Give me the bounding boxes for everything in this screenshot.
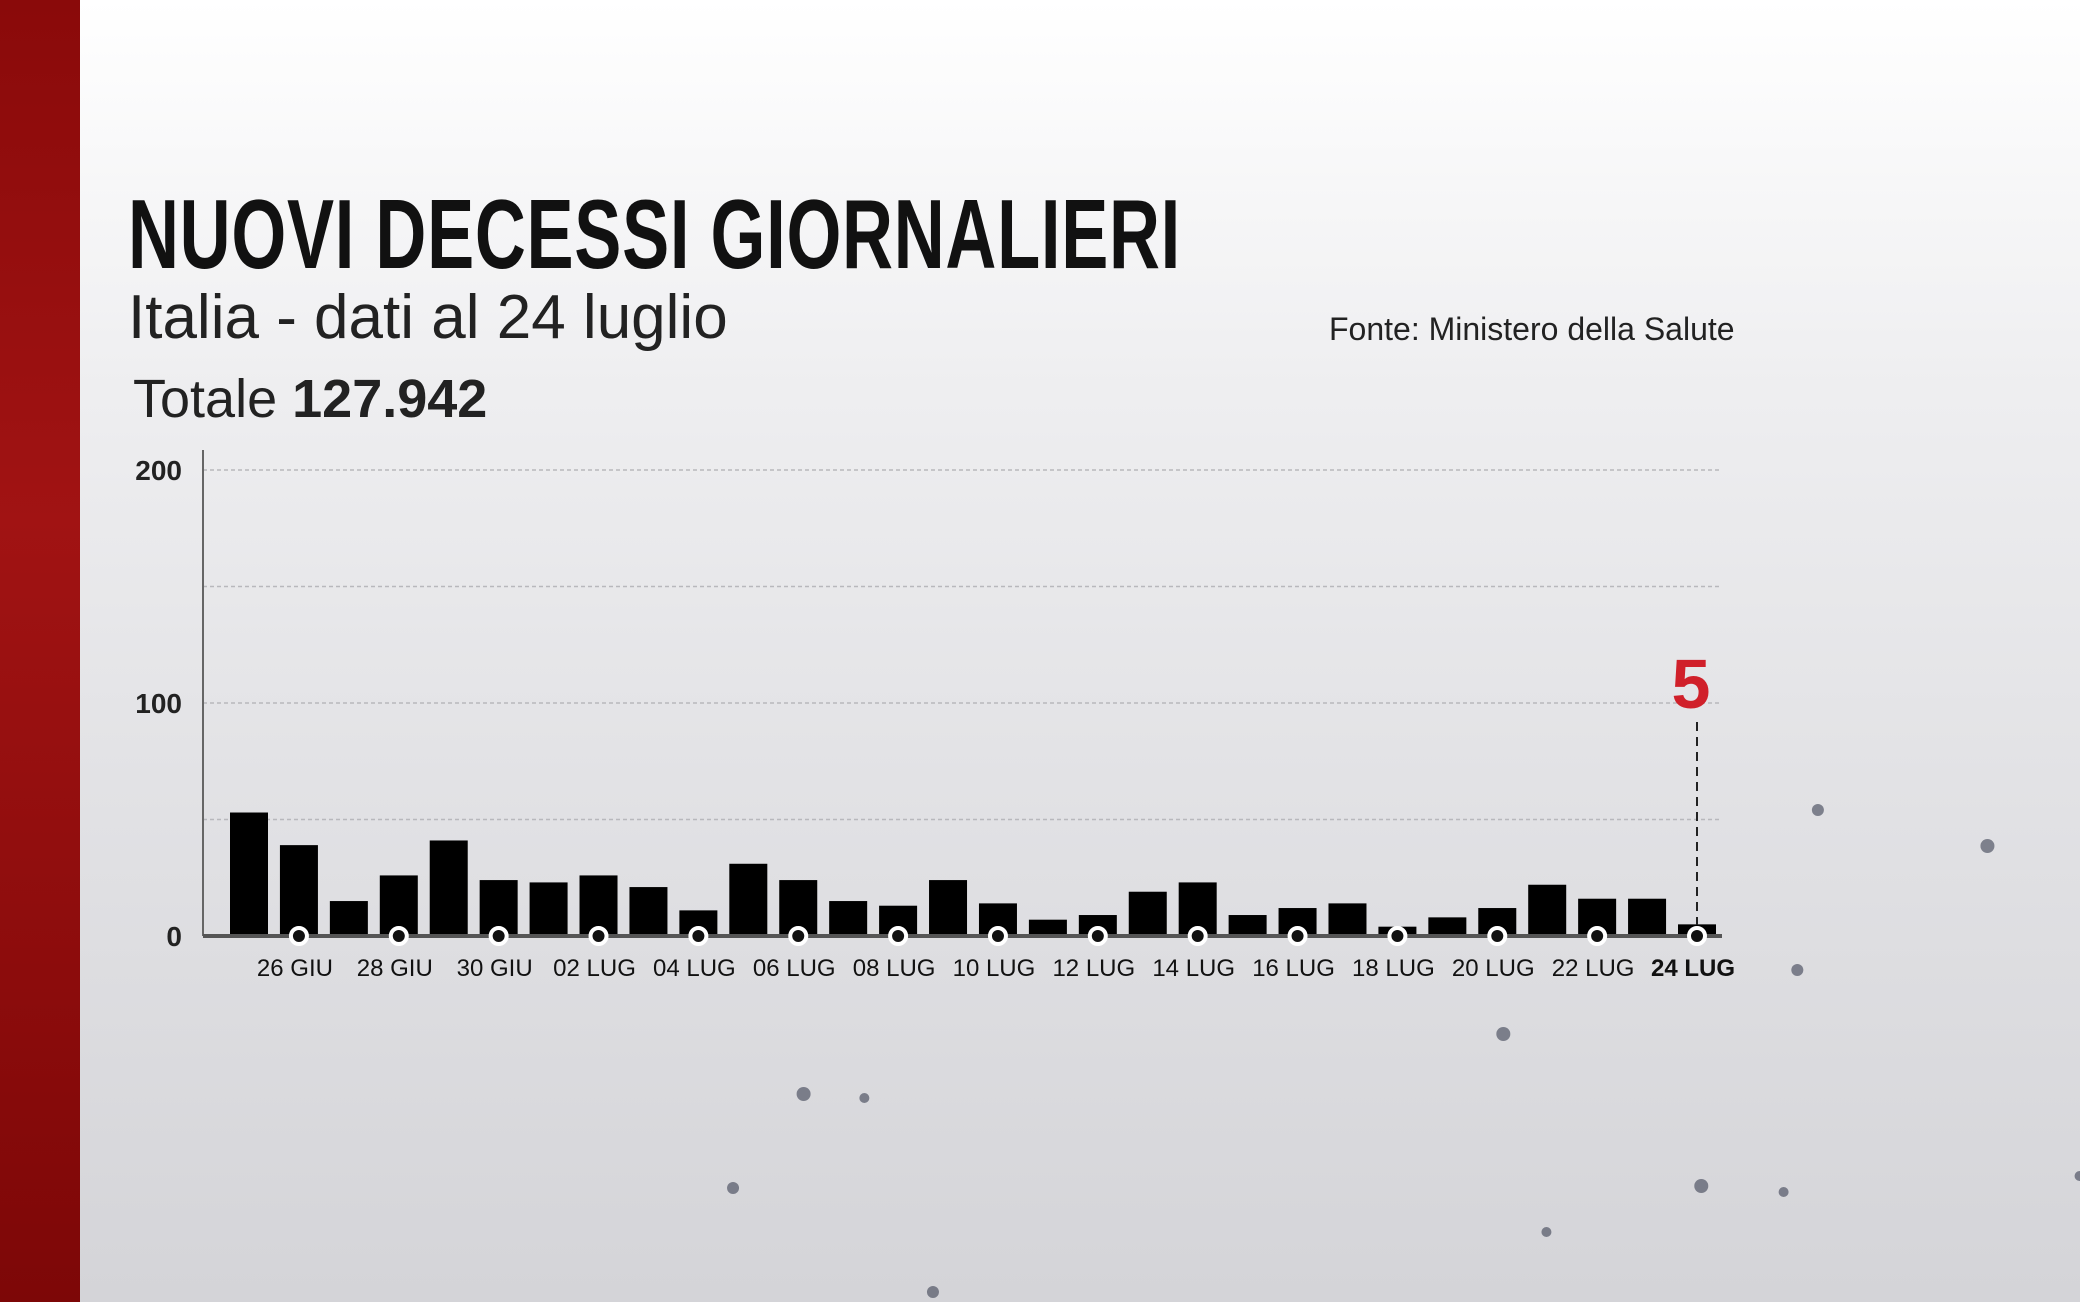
bar — [1328, 903, 1367, 936]
bar — [929, 880, 968, 936]
x-tick-label: 14 LUG — [1152, 955, 1235, 982]
x-tick-label: 10 LUG — [953, 955, 1036, 982]
background-dot — [727, 1182, 740, 1194]
bar — [379, 875, 418, 936]
x-tick-marker — [1687, 926, 1707, 946]
x-tick-label: 06 LUG — [753, 955, 836, 982]
bar — [729, 863, 768, 936]
x-tick-marker — [388, 926, 409, 946]
background-dot — [1541, 1227, 1552, 1237]
x-tick-marker — [888, 926, 909, 946]
x-tick-label: 22 LUG — [1552, 955, 1635, 982]
bar — [1528, 884, 1567, 936]
x-tick-marker — [688, 926, 709, 946]
bar — [279, 845, 318, 936]
x-tick-marker — [588, 926, 609, 946]
x-tick-label: 04 LUG — [653, 955, 736, 982]
bar — [1128, 891, 1167, 936]
page-title: NUOVI DECESSI GIORNALIERI — [128, 179, 1182, 289]
x-tick-marker — [987, 926, 1008, 946]
x-tick-label: 28 GIU — [357, 955, 433, 982]
background-dot — [1694, 1179, 1709, 1193]
x-tick-marker — [1587, 926, 1608, 946]
subtitle: Italia - dati al 24 luglio — [128, 283, 728, 352]
x-tick-marker — [1187, 926, 1208, 946]
x-tick-label: 30 GIU — [457, 955, 533, 982]
bar — [1228, 915, 1267, 936]
bar — [1078, 915, 1117, 936]
x-tick-marker — [1287, 926, 1308, 946]
total-label: Totale — [133, 369, 278, 429]
total-value: 127.942 — [292, 369, 488, 429]
x-tick-label: 02 LUG — [553, 955, 636, 982]
source-note: Fonte: Ministero della Salute — [1329, 311, 1735, 347]
y-tick-label: 200 — [135, 455, 182, 486]
x-tick-marker — [1387, 926, 1408, 946]
x-tick-marker — [1487, 926, 1508, 946]
background-dot — [859, 1093, 870, 1103]
background-dot — [1791, 964, 1804, 976]
x-tick-label: 12 LUG — [1052, 955, 1135, 982]
bar — [629, 887, 668, 936]
x-tick-label: 24 LUG — [1651, 955, 1735, 982]
x-tick-label: 16 LUG — [1252, 955, 1335, 982]
background-dot — [1496, 1027, 1511, 1041]
x-tick-label: 26 GIU — [257, 955, 333, 982]
background-dot — [2074, 1171, 2080, 1181]
brand-side-bar — [0, 0, 80, 1302]
bar — [579, 875, 618, 936]
x-tick-marker — [1087, 926, 1108, 946]
x-tick-marker — [788, 926, 809, 946]
bar — [829, 901, 868, 936]
background-dot — [926, 1286, 939, 1298]
bar — [1628, 898, 1667, 936]
bar — [1028, 919, 1067, 936]
x-tick-label: 18 LUG — [1352, 955, 1435, 982]
bar — [230, 812, 268, 936]
x-tick-label: 20 LUG — [1452, 955, 1535, 982]
bar — [1428, 917, 1467, 936]
y-tick-label: 0 — [166, 921, 182, 952]
background-dot — [1778, 1187, 1789, 1197]
x-tick-marker — [488, 926, 509, 946]
background-dot — [1811, 804, 1824, 816]
background-dot — [1980, 839, 1995, 853]
y-tick-label: 100 — [135, 688, 182, 719]
bar — [429, 840, 468, 936]
x-tick-marker — [288, 926, 309, 946]
total: Totale 127.942 — [133, 368, 487, 430]
bar — [329, 901, 368, 936]
annotation-value: 5 — [1672, 645, 1711, 723]
bar — [529, 882, 568, 936]
background-dot — [796, 1087, 811, 1101]
x-tick-label: 08 LUG — [853, 955, 936, 982]
